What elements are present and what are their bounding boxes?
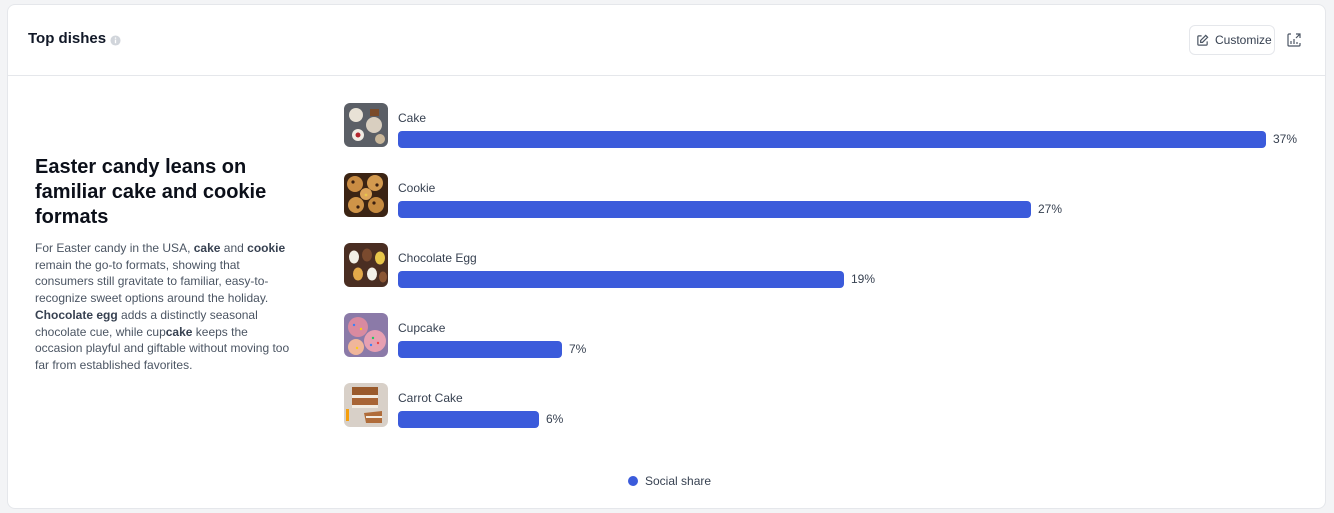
legend-label: Social share	[645, 474, 712, 488]
card-title: Top dishes	[28, 30, 107, 47]
cookie-photo	[344, 173, 388, 217]
insight-title: Easter candy leans on familiar cake and …	[35, 156, 267, 228]
top-dishes-card: Top dishes Customize Easter candy leans …	[7, 4, 1326, 509]
bar-label: Cookie	[398, 181, 436, 195]
insight-text: remain the go-to formats, showing that c…	[35, 257, 269, 306]
customize-label: Customize	[1215, 33, 1272, 47]
bar-row: Cookie 27%	[344, 171, 1304, 218]
bar[interactable]	[398, 271, 844, 288]
bar-value-label: 37%	[1273, 132, 1298, 146]
insight-text: keeps the occasion playful and giftable …	[35, 324, 290, 372]
insight-highlight: Chocolate egg	[35, 307, 118, 322]
cupcake-photo	[344, 313, 388, 357]
insight-panel: Easter candy leans on familiar cake and …	[35, 155, 295, 374]
customize-button[interactable]: Customize	[1189, 25, 1275, 55]
insight-text: For Easter candy in the USA,	[35, 241, 194, 255]
insight-highlight: cake	[165, 324, 193, 339]
bar[interactable]	[398, 341, 562, 358]
bar-label: Cupcake	[398, 321, 446, 335]
bar-row: Cake 37%	[344, 101, 1304, 148]
bar[interactable]	[398, 131, 1266, 148]
bar-value-label: 6%	[546, 412, 564, 426]
bar-value-label: 7%	[569, 342, 587, 356]
bar[interactable]	[398, 411, 539, 428]
carrot-cake-photo	[344, 383, 388, 427]
card-header: Top dishes Customize	[8, 5, 1325, 76]
legend-swatch	[628, 476, 638, 486]
insight-body: For Easter candy in the USA, cake and co…	[35, 240, 295, 374]
bar-value-label: 19%	[851, 272, 876, 286]
chart-legend: Social share	[628, 474, 711, 488]
insight-highlight: cookie	[247, 241, 286, 255]
bar-row: Cupcake 7%	[344, 311, 1304, 358]
bar-label: Cake	[398, 111, 427, 125]
chocolate-egg-photo	[344, 243, 388, 287]
info-icon[interactable]	[110, 35, 121, 46]
bar-label: Carrot Cake	[398, 391, 463, 405]
insight-text: and	[220, 241, 248, 255]
bar-row: Chocolate Egg 19%	[344, 241, 1304, 288]
insight-highlight: cake	[193, 241, 221, 255]
insight-text: adds a distinctly seasonal chocolate cue…	[35, 307, 258, 339]
edit-icon	[1197, 34, 1209, 46]
bar-value-label: 27%	[1038, 202, 1063, 216]
bar[interactable]	[398, 201, 1031, 218]
bar-label: Chocolate Egg	[398, 251, 477, 265]
chart-export-icon[interactable]	[1286, 32, 1302, 48]
bar-row: Carrot Cake 6%	[344, 381, 1304, 428]
cake-photo	[344, 103, 388, 147]
